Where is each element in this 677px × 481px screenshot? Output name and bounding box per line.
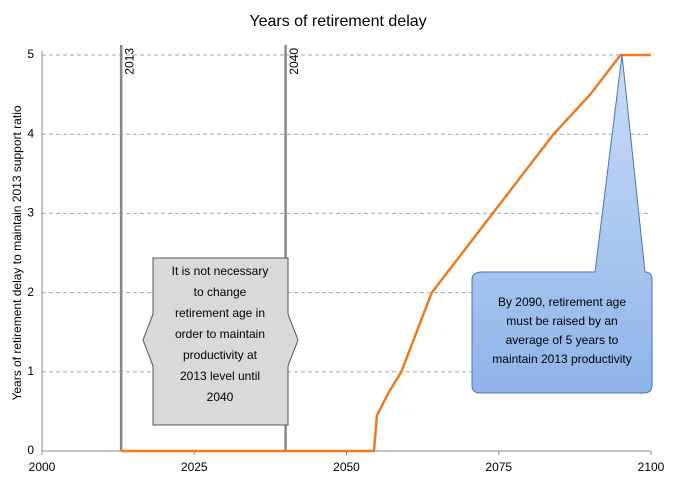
annotation-text: It is not necessary: [172, 264, 269, 278]
annotation-text: order to maintain: [175, 327, 265, 341]
annotation-text: must be raised by an: [506, 314, 617, 328]
y-tick-label: 3: [27, 206, 34, 220]
annotation-text: 2040: [207, 390, 234, 404]
annotation-text: By 2090, retirement age: [498, 295, 626, 309]
y-tick-label: 1: [27, 364, 34, 378]
annotation-text: retirement age in: [175, 306, 265, 320]
callout-box: [471, 54, 653, 394]
annotation-text: 2013 level until: [180, 369, 260, 383]
x-tick-label: 2100: [638, 460, 665, 474]
x-tick-label: 2000: [29, 460, 56, 474]
annotation-text: maintain 2013 productivity: [492, 352, 631, 366]
x-tick-label: 2025: [181, 460, 208, 474]
data-line: [121, 53, 651, 453]
marker-label: 2040: [287, 48, 301, 75]
annotation-text: average of 5 years to: [506, 333, 619, 347]
x-tick-label: 2075: [485, 460, 512, 474]
y-axis-label: Years of retirement delay to maintain 20…: [10, 105, 24, 400]
note-box: [142, 257, 299, 426]
annotation-text: productivity at: [183, 348, 258, 362]
y-tick-label: 0: [27, 443, 34, 457]
y-tick-label: 2: [27, 285, 34, 299]
chart-title: Years of retirement delay: [249, 13, 426, 30]
y-tick-label: 5: [27, 47, 34, 61]
x-tick-label: 2050: [333, 460, 360, 474]
y-tick-label: 4: [27, 126, 34, 140]
annotation-text: to change: [194, 285, 247, 299]
marker-label: 2013: [122, 48, 136, 75]
